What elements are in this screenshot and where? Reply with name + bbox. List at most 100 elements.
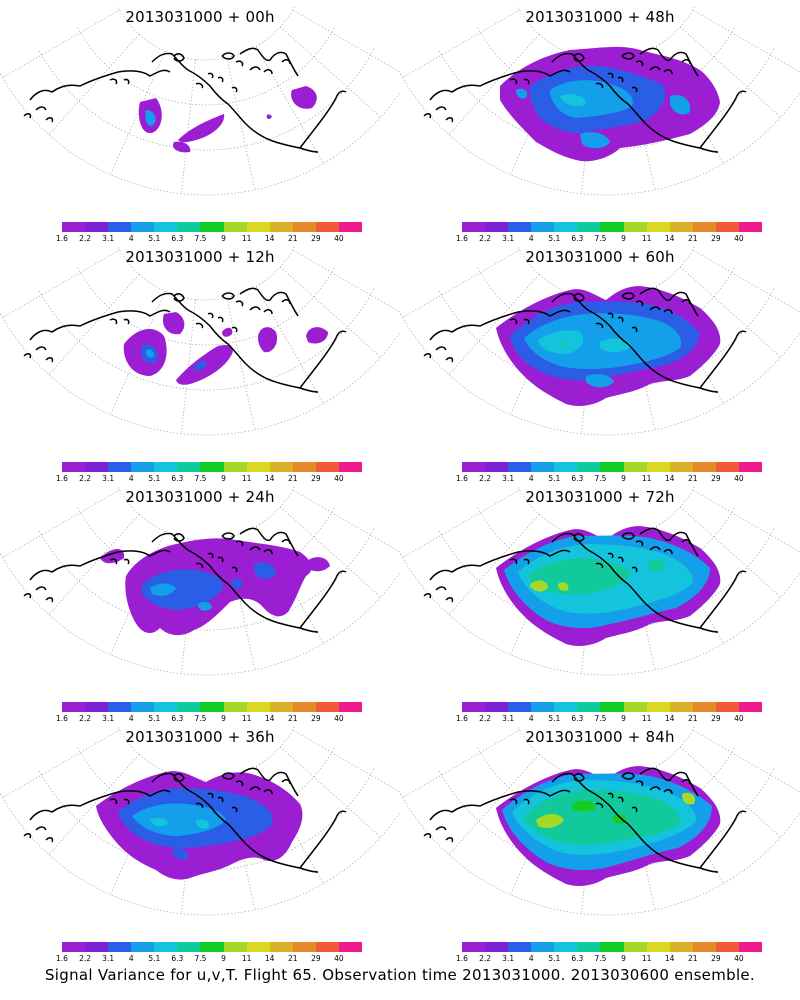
coastline	[249, 779, 291, 795]
colorbar	[462, 942, 763, 952]
colorbar-tick-label: 3.1	[502, 474, 515, 483]
grid-lines	[0, 246, 400, 436]
colorbar-tick-label: 3.1	[502, 954, 515, 963]
colorbar-swatch	[177, 222, 201, 232]
colorbar-labels: 1.6 2.2 3.1 4 5.1 6.3 7.5 9 11 14 21 29 40	[456, 714, 762, 724]
colorbar-swatch	[646, 942, 670, 952]
variance-shading	[123, 312, 328, 385]
coastline	[299, 810, 347, 869]
coastline	[423, 826, 454, 843]
meridian-line	[292, 249, 400, 313]
meridian-line	[655, 526, 724, 644]
colorbar-tick-label: 1.6	[56, 954, 68, 963]
meridian-line	[181, 779, 196, 914]
colorbar-tick-label: 21	[687, 954, 698, 963]
colorbar-tick-label: 2.2	[79, 954, 92, 963]
latitude-circle	[400, 552, 800, 676]
variance-shading	[496, 286, 721, 406]
colorbar-tick-label: 9	[621, 474, 626, 483]
colorbar-swatch	[531, 702, 555, 712]
meridian-line	[280, 506, 381, 598]
colorbar-labels: 1.6 2.2 3.1 4 5.1 6.3 7.5 9 11 14 21 29 40	[456, 474, 762, 484]
colorbar-swatch	[462, 462, 486, 472]
meridian-line	[581, 539, 596, 674]
colorbar-swatch	[577, 702, 601, 712]
meridian-line	[255, 286, 324, 404]
coastline	[207, 792, 238, 813]
colorbar-tick-label: 14	[264, 234, 275, 243]
coastline	[221, 772, 244, 787]
coastline	[551, 52, 629, 105]
latitude-circle	[400, 72, 800, 196]
meridian-line	[510, 771, 566, 895]
colorbar-tick-label: 29	[711, 234, 721, 243]
meridian-line	[655, 46, 724, 164]
colorbar-swatch	[131, 462, 155, 472]
variance-shading	[496, 766, 721, 886]
coastline	[23, 346, 54, 363]
colorbar-swatch	[508, 462, 532, 472]
coastline	[227, 823, 319, 873]
colorbar-swatch	[62, 942, 86, 952]
colorbar-swatch	[508, 942, 532, 952]
meridian-line	[48, 274, 140, 375]
colorbar-tick-label: 40	[734, 954, 744, 963]
colorbar-swatch	[154, 942, 178, 952]
coastline	[221, 292, 244, 307]
grid-lines	[0, 6, 400, 196]
coastline	[227, 583, 319, 633]
latitude-circle	[117, 726, 295, 781]
colorbar-tick-label: 29	[311, 954, 321, 963]
colorbar-swatch	[85, 462, 109, 472]
colorbar-swatch	[154, 702, 178, 712]
colorbar-swatch	[600, 702, 624, 712]
colorbar-swatch	[577, 222, 601, 232]
colorbar-swatch	[269, 462, 293, 472]
colorbar-tick-label: 2.2	[79, 714, 92, 723]
colorbar-swatch	[646, 462, 670, 472]
colorbar-tick-label: 7.5	[194, 714, 207, 723]
colorbar-swatch	[462, 222, 486, 232]
colorbar-tick-label: 21	[687, 234, 698, 243]
colorbar-swatch	[62, 222, 86, 232]
colorbar-tick-label: 4	[528, 234, 534, 243]
coastline	[699, 570, 747, 629]
meridian-line	[626, 777, 656, 910]
latitude-circle	[517, 726, 695, 781]
meridian-line	[280, 746, 381, 838]
coastline	[429, 549, 571, 581]
coastline	[299, 330, 347, 389]
latitude-circle	[517, 246, 695, 301]
coastline	[423, 346, 454, 363]
colorbar-labels: 1.6 2.2 3.1 4 5.1 6.3 7.5 9 11 14 21 29 40	[56, 954, 362, 964]
coastline	[551, 292, 629, 345]
colorbar-labels: 1.6 2.2 3.1 4 5.1 6.3 7.5 9 11 14 21 29 40	[56, 474, 362, 484]
colorbar-tick-label: 40	[734, 714, 744, 723]
colorbar-tick-label: 9	[221, 474, 226, 483]
colorbar-swatch	[292, 462, 316, 472]
colorbar-tick-label: 5.1	[148, 474, 161, 483]
colorbar-tick-label: 2.2	[479, 714, 492, 723]
colorbar-tick-label: 11	[641, 474, 652, 483]
colorbar-swatch	[200, 462, 224, 472]
coastline	[573, 53, 585, 62]
map-plot	[400, 6, 800, 196]
colorbar-tick-label: 2.2	[479, 954, 492, 963]
meridian-line	[402, 729, 520, 798]
colorbar-tick-label: 11	[241, 714, 252, 723]
meridian-line	[581, 299, 596, 434]
coastline	[429, 309, 571, 341]
colorbar-swatch	[292, 702, 316, 712]
coastline	[109, 318, 130, 325]
panel-title: 2013031000 + 24h	[125, 488, 275, 506]
colorbar-swatch	[62, 462, 86, 472]
coastline	[509, 798, 530, 805]
latitude-circle	[117, 6, 295, 61]
colorbar-tick-label: 1.6	[56, 714, 68, 723]
coastline	[509, 558, 530, 565]
colorbar-tick-label: 9	[221, 714, 226, 723]
colorbar-swatch	[200, 942, 224, 952]
colorbar-tick-label: 5.1	[548, 714, 561, 723]
colorbar-swatch	[246, 462, 270, 472]
meridian-line	[402, 249, 520, 318]
